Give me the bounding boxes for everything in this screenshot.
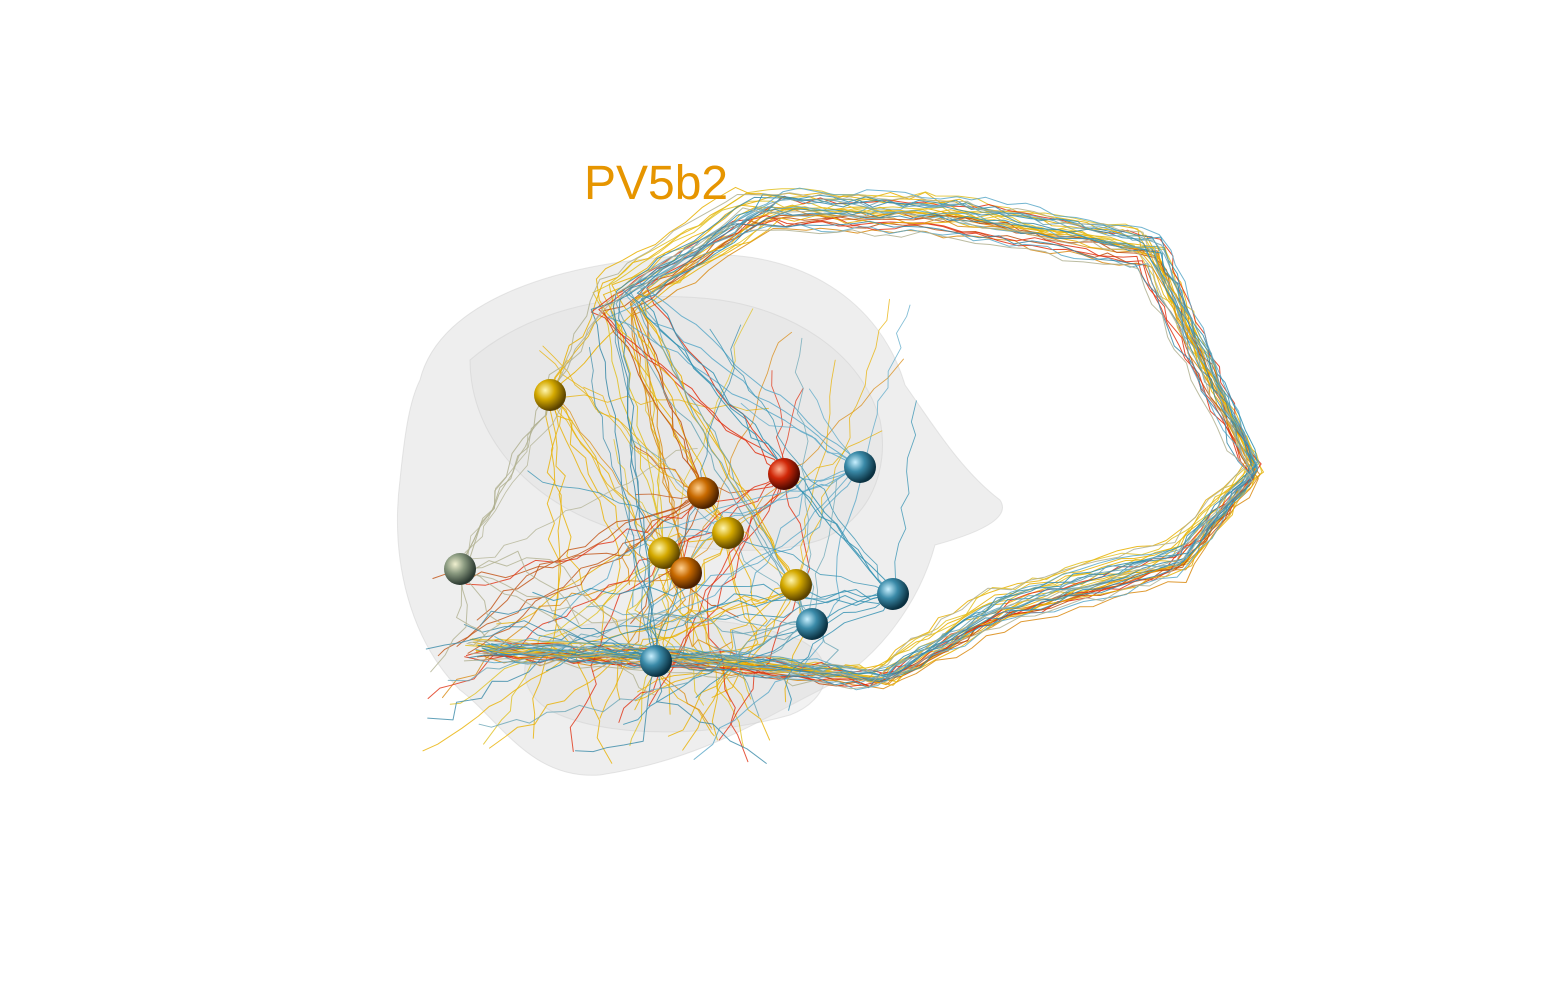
neuron-twig xyxy=(892,400,917,595)
neuron-branch xyxy=(476,492,704,621)
neuron-twig xyxy=(634,445,704,494)
soma-sphere xyxy=(712,517,744,549)
neuron-branch xyxy=(449,552,665,705)
soma-sphere xyxy=(796,608,828,640)
neuron-branch xyxy=(586,605,813,635)
neuron-projection xyxy=(468,220,1255,689)
neuron-branch xyxy=(658,532,729,662)
neuron-somata xyxy=(444,379,909,677)
soma-sphere xyxy=(780,569,812,601)
soma-sphere xyxy=(768,458,800,490)
soma-sphere xyxy=(648,537,680,569)
soma-sphere xyxy=(444,553,476,585)
neuron-branch xyxy=(483,552,665,745)
neuron-twig xyxy=(588,346,657,662)
neuron-branch xyxy=(430,568,468,673)
neuron-twig xyxy=(549,394,615,501)
neuron-branch xyxy=(711,584,797,741)
neuron-projection xyxy=(474,224,1253,691)
neuron-twig xyxy=(459,403,564,570)
neuron-arbors xyxy=(422,186,1264,764)
neuron-branch xyxy=(422,584,797,752)
neuron-branch xyxy=(731,620,813,717)
neuron-projection xyxy=(459,224,1253,690)
neuron-branch xyxy=(714,623,813,663)
neuron-branch xyxy=(459,557,620,630)
neuron-branch xyxy=(651,466,861,616)
neuron-projection xyxy=(484,193,1258,678)
neuron-twig xyxy=(459,417,543,570)
neuron-branch xyxy=(548,466,861,624)
neuron-twig xyxy=(795,359,836,586)
neuron-branch xyxy=(549,394,621,642)
neuron-twig xyxy=(771,370,785,475)
neuron-twig xyxy=(795,298,890,586)
neuron-branch xyxy=(447,612,813,682)
neuron-projection xyxy=(459,207,1254,684)
neuron-branch xyxy=(459,568,655,696)
neuron-twig xyxy=(459,447,698,570)
soma-sphere xyxy=(844,451,876,483)
neuron-branch xyxy=(749,466,861,594)
soma-sphere xyxy=(877,578,909,610)
neuron-branch xyxy=(628,651,714,672)
soma-sphere xyxy=(670,557,702,589)
neuron-branch xyxy=(648,473,785,707)
neuron-branch xyxy=(682,532,758,751)
neuron-projection xyxy=(491,198,1259,679)
neuron-branch xyxy=(425,620,657,662)
neuron-twig xyxy=(811,479,838,625)
neuron-branch xyxy=(465,473,785,586)
neuron-projection xyxy=(494,187,1260,671)
neuron-branch xyxy=(467,492,704,654)
neuron-branch xyxy=(545,394,613,764)
soma-sphere xyxy=(534,379,566,411)
neuron-twig xyxy=(859,304,911,468)
neuron-projection xyxy=(477,196,1252,675)
neuron-twig xyxy=(640,335,665,554)
neuron-branch xyxy=(437,492,704,657)
soma-sphere xyxy=(687,477,719,509)
neuron-branch xyxy=(459,568,705,624)
neuron-branch xyxy=(784,593,894,711)
neuron-branch xyxy=(655,660,767,764)
neuron-twig xyxy=(740,402,861,468)
neuron-branch xyxy=(695,593,894,698)
neuron-branch xyxy=(459,550,580,625)
neuron-branch xyxy=(532,583,894,601)
neuron-branch xyxy=(456,568,487,638)
neuron-branch xyxy=(478,623,813,728)
neuron-twig xyxy=(685,331,793,574)
neuron-projection xyxy=(459,192,1249,673)
soma-sphere xyxy=(640,645,672,677)
neuron-branch xyxy=(647,623,813,669)
neuron-branch xyxy=(667,532,759,737)
neuron-twig xyxy=(527,470,894,595)
neuron-twig xyxy=(663,308,754,554)
neuron-twig xyxy=(610,310,657,662)
neuron-branch xyxy=(569,473,785,752)
neuron-projection xyxy=(484,198,1256,678)
neuron-twig xyxy=(808,388,861,468)
neuron-branch xyxy=(575,660,657,753)
